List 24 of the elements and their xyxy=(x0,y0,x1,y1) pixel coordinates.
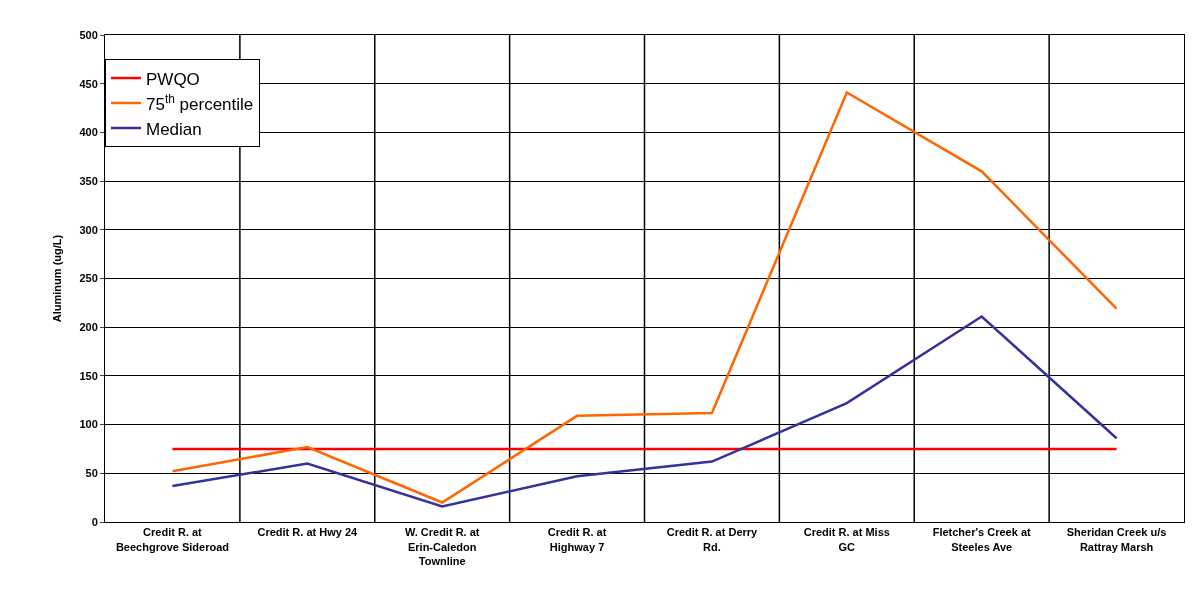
line-series xyxy=(171,315,1118,508)
y-tick-label: 250 xyxy=(79,272,98,285)
legend-label: 75$^{th}$ percentile xyxy=(146,91,254,114)
y-tick-label: 150 xyxy=(79,369,98,382)
x-tick-label: Credit R. at Derry Rd. xyxy=(666,526,759,553)
y-tick-label: 350 xyxy=(79,174,98,187)
x-tick-label: Credit R. at Highway 7 xyxy=(547,526,607,553)
y-tick-label: 50 xyxy=(85,467,98,480)
x-tick-label: Sheridan Creek u/s Rattray Marsh xyxy=(1066,526,1167,553)
y-tick-label: 0 xyxy=(91,515,98,528)
x-tick-label: W. Credit R. at Erin-Caledon Townline xyxy=(404,526,480,567)
y-axis-title: Aluminum (ug/L) xyxy=(51,234,64,323)
y-tick-label: 100 xyxy=(79,418,98,431)
y-tick-label: 300 xyxy=(79,223,98,236)
x-tick-label: Credit R. at Hwy 24 xyxy=(257,526,359,539)
x-tick-label: Credit R. at Miss GC xyxy=(803,526,890,553)
y-tick-label: 450 xyxy=(79,77,98,90)
y-tick-label: 500 xyxy=(79,28,98,41)
x-tick-label: Credit R. at Beechgrove Sideroad xyxy=(115,526,229,553)
legend-label: PWQO xyxy=(146,69,200,89)
y-tick-label: 400 xyxy=(79,126,98,139)
x-tick-label: Fletcher's Creek at Steeles Ave xyxy=(932,526,1032,553)
legend-label: Median xyxy=(146,119,202,139)
y-tick-label: 200 xyxy=(79,321,98,334)
